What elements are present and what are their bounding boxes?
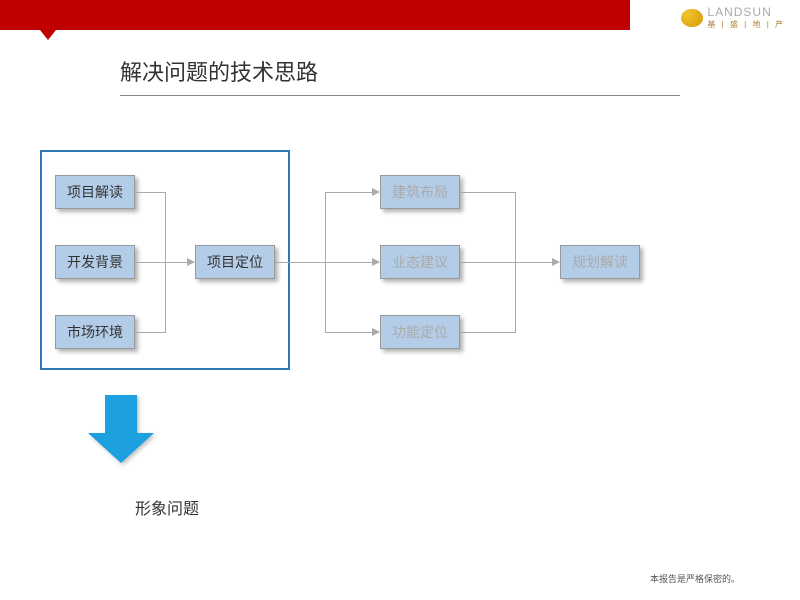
connector-segment [460, 262, 515, 263]
connector-segment [275, 262, 325, 263]
connector-arrowhead-icon [372, 188, 380, 196]
flow-node-col2: 项目定位 [195, 245, 275, 279]
connector-segment [135, 192, 165, 193]
connector-arrowhead-icon [187, 258, 195, 266]
flow-node-col3: 业态建议 [380, 245, 460, 279]
flow-node-col1: 开发背景 [55, 245, 135, 279]
sun-icon [681, 9, 703, 27]
down-arrow-head [88, 433, 154, 463]
connector-segment [135, 262, 165, 263]
flow-node-col1: 市场环境 [55, 315, 135, 349]
flow-node-col3: 建筑布局 [380, 175, 460, 209]
connector-arrowhead-icon [372, 328, 380, 336]
connector-arrowhead-icon [372, 258, 380, 266]
brand-logo: LANDSUN 基 | 盛 | 地 | 产 [681, 5, 785, 30]
connector-segment [460, 192, 515, 193]
connector-segment [165, 262, 187, 263]
flow-node-col4: 规划解读 [560, 245, 640, 279]
flow-node-col3: 功能定位 [380, 315, 460, 349]
header-bar [0, 0, 630, 30]
connector-segment [460, 332, 515, 333]
bottom-label: 形象问题 [135, 495, 199, 519]
header-notch [40, 30, 56, 40]
connector-arrowhead-icon [552, 258, 560, 266]
connector-segment [325, 332, 372, 333]
connector-segment [325, 192, 372, 193]
page-title: 解决问题的技术思路 [120, 55, 318, 87]
connector-segment [135, 332, 165, 333]
logo-main-text: LANDSUN [707, 5, 771, 19]
logo-sub-text: 基 | 盛 | 地 | 产 [707, 19, 785, 30]
flow-node-col1: 项目解读 [55, 175, 135, 209]
footer-confidential: 本报告是严格保密的。 [650, 572, 740, 585]
connector-segment [515, 262, 552, 263]
connector-segment [325, 262, 372, 263]
down-arrow-shaft [105, 395, 137, 433]
title-underline [120, 95, 680, 96]
